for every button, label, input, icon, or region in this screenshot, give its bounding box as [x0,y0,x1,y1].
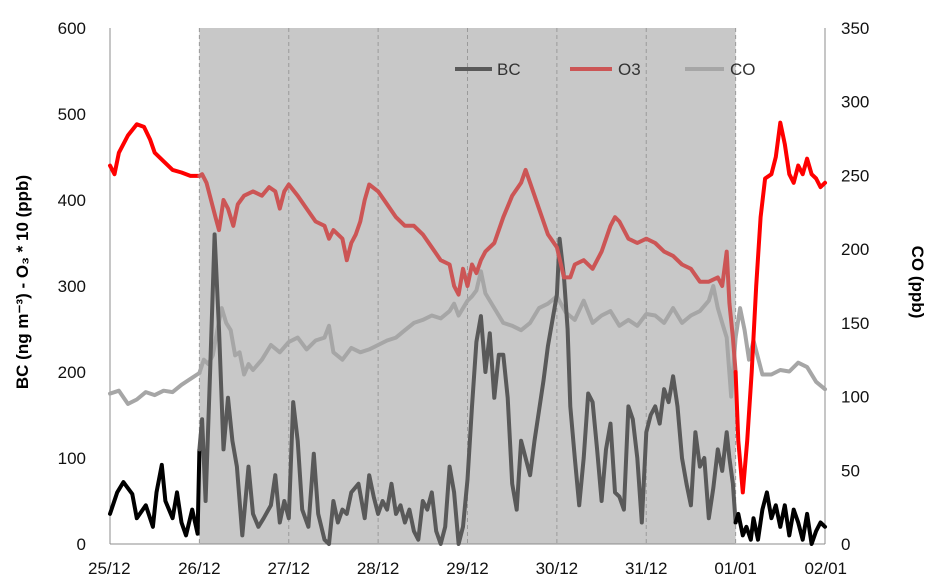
legend-label-bc: BC [497,60,521,79]
x-tick-label: 28/12 [357,559,400,578]
series-line-bc-before [108,447,202,538]
x-tick-label: 01/01 [714,559,757,578]
series-lines [108,120,827,546]
y-tick-label-left: 0 [77,535,86,554]
x-tick-label: 02/01 [804,559,847,578]
series-line-co-after [733,306,827,392]
legend: BC O3 CO [455,60,756,79]
y-tick-label-left: 600 [58,19,86,38]
y-tick-label-right: 150 [841,314,869,333]
axes [109,28,826,545]
legend-label-o3: O3 [618,60,641,79]
x-tick-label: 27/12 [267,559,310,578]
x-tick-label: 26/12 [178,559,221,578]
series-line-bc-during [197,232,738,546]
series-line-bc-after [733,490,827,546]
y-axis-title-right: CO (ppb) [908,246,927,319]
y-tick-label-right: 250 [841,166,869,185]
y-tick-label-right: 300 [841,93,869,112]
x-tick-label: 25/12 [88,559,131,578]
y-tick-label-right: 0 [841,535,850,554]
y-tick-label-left: 400 [58,191,86,210]
y-tick-label-left: 500 [58,105,86,124]
y-tick-label-right: 350 [841,19,869,38]
series-line-o3-before [108,122,202,178]
series-line-o3-after [733,120,827,495]
x-tick-label: 30/12 [536,559,579,578]
x-tick-label: 31/12 [625,559,668,578]
y-tick-label-left: 200 [58,363,86,382]
x-tick-label: 29/12 [446,559,489,578]
series-line-co-before [108,371,202,406]
series-line-o3-during [197,167,738,374]
y-axis-title-left: BC (ng m⁻³) - O₃ * 10 (ppb) [13,175,32,389]
y-tick-label-left: 100 [58,449,86,468]
y-tick-label-right: 100 [841,388,869,407]
legend-label-co: CO [730,60,756,79]
y-tick-label-right: 50 [841,461,860,480]
series-line-co-during [197,269,738,399]
tick-labels: 0 100 200 300 400 500 600 0 50 100 150 200 250 300 350… [58,19,870,578]
y-tick-label-right: 200 [841,240,869,259]
y-tick-label-left: 300 [58,277,86,296]
